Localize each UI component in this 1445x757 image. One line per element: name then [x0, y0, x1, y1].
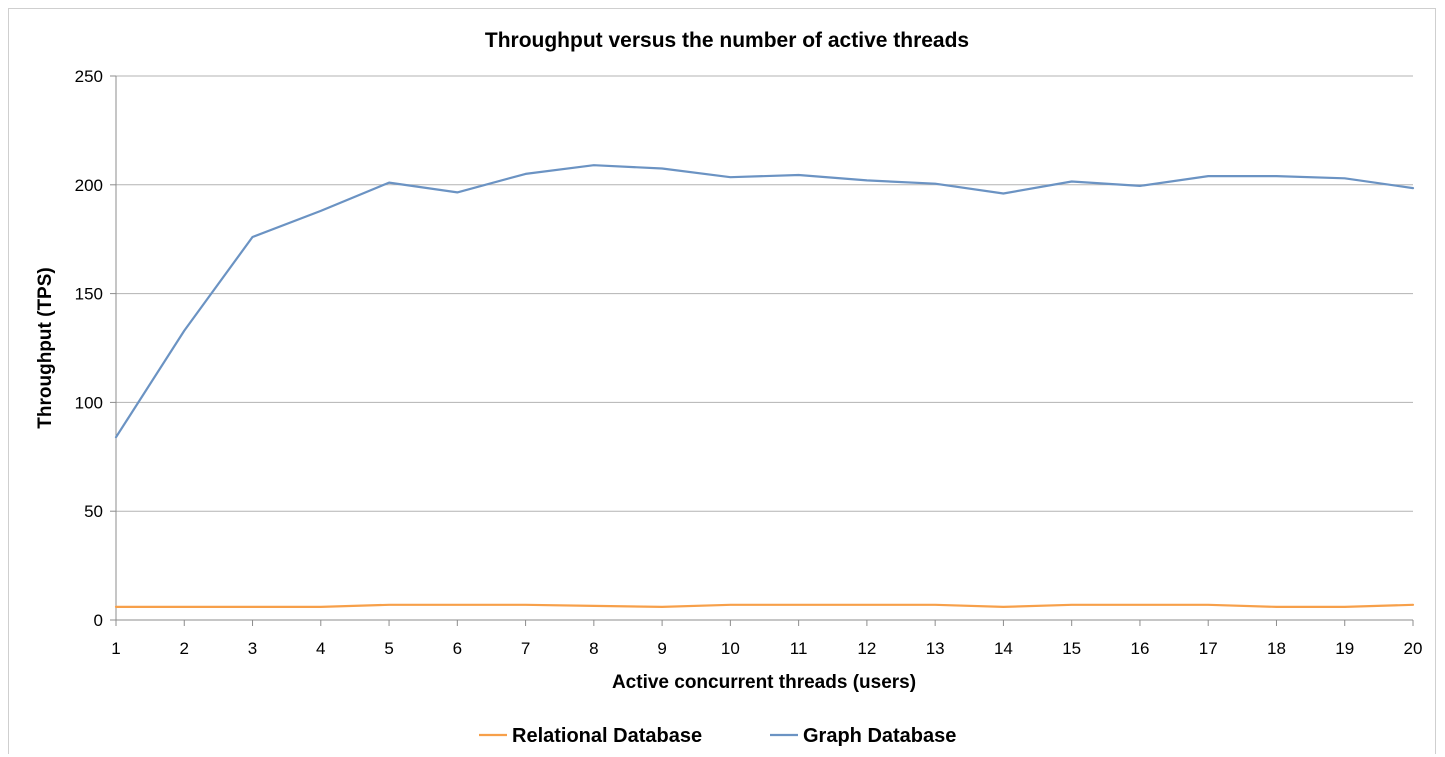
x-tick-label: 14	[994, 639, 1013, 658]
y-tick-label: 50	[84, 502, 103, 521]
x-tick-label: 17	[1199, 639, 1218, 658]
x-tick-label: 8	[589, 639, 598, 658]
x-tick-label: 1	[111, 639, 120, 658]
x-tick-label: 10	[721, 639, 740, 658]
x-tick-label: 15	[1062, 639, 1081, 658]
x-tick-label: 4	[316, 639, 325, 658]
y-tick-label: 150	[75, 285, 103, 304]
x-tick-label: 2	[180, 639, 189, 658]
x-tick-label: 6	[453, 639, 462, 658]
series-line-graph-database	[114, 164, 1415, 439]
x-axis-title: Active concurrent threads (users)	[612, 672, 916, 693]
x-tick-label: 11	[790, 639, 808, 658]
gridlines	[116, 75, 1413, 512]
chart-frame	[8, 8, 1436, 754]
x-tick-label: 7	[521, 639, 530, 658]
legend-label: Graph Database	[803, 725, 956, 747]
x-tick-label: 12	[857, 639, 876, 658]
y-tick-label: 250	[75, 67, 103, 86]
y-tick-label: 100	[75, 393, 103, 412]
x-tick-label: 3	[248, 639, 257, 658]
y-tick-label: 200	[75, 176, 103, 195]
chart-title: Throughput versus the number of active t…	[485, 29, 969, 52]
legend-label: Relational Database	[512, 725, 702, 747]
series-line-relational-database	[114, 603, 1415, 609]
x-tick-label: 20	[1404, 639, 1423, 658]
series-lines	[114, 164, 1415, 609]
x-tick-label: 13	[926, 639, 945, 658]
x-tick-label: 16	[1130, 639, 1149, 658]
axes	[110, 75, 1414, 626]
y-axis-title: Throughput (TPS)	[35, 267, 56, 428]
y-tick-label: 0	[94, 611, 103, 630]
x-tick-label: 18	[1267, 639, 1286, 658]
legend: Relational Database Graph Database	[479, 725, 956, 747]
x-tick-label: 5	[384, 639, 393, 658]
x-tick-label: 19	[1335, 639, 1354, 658]
x-tick-label: 9	[657, 639, 666, 658]
